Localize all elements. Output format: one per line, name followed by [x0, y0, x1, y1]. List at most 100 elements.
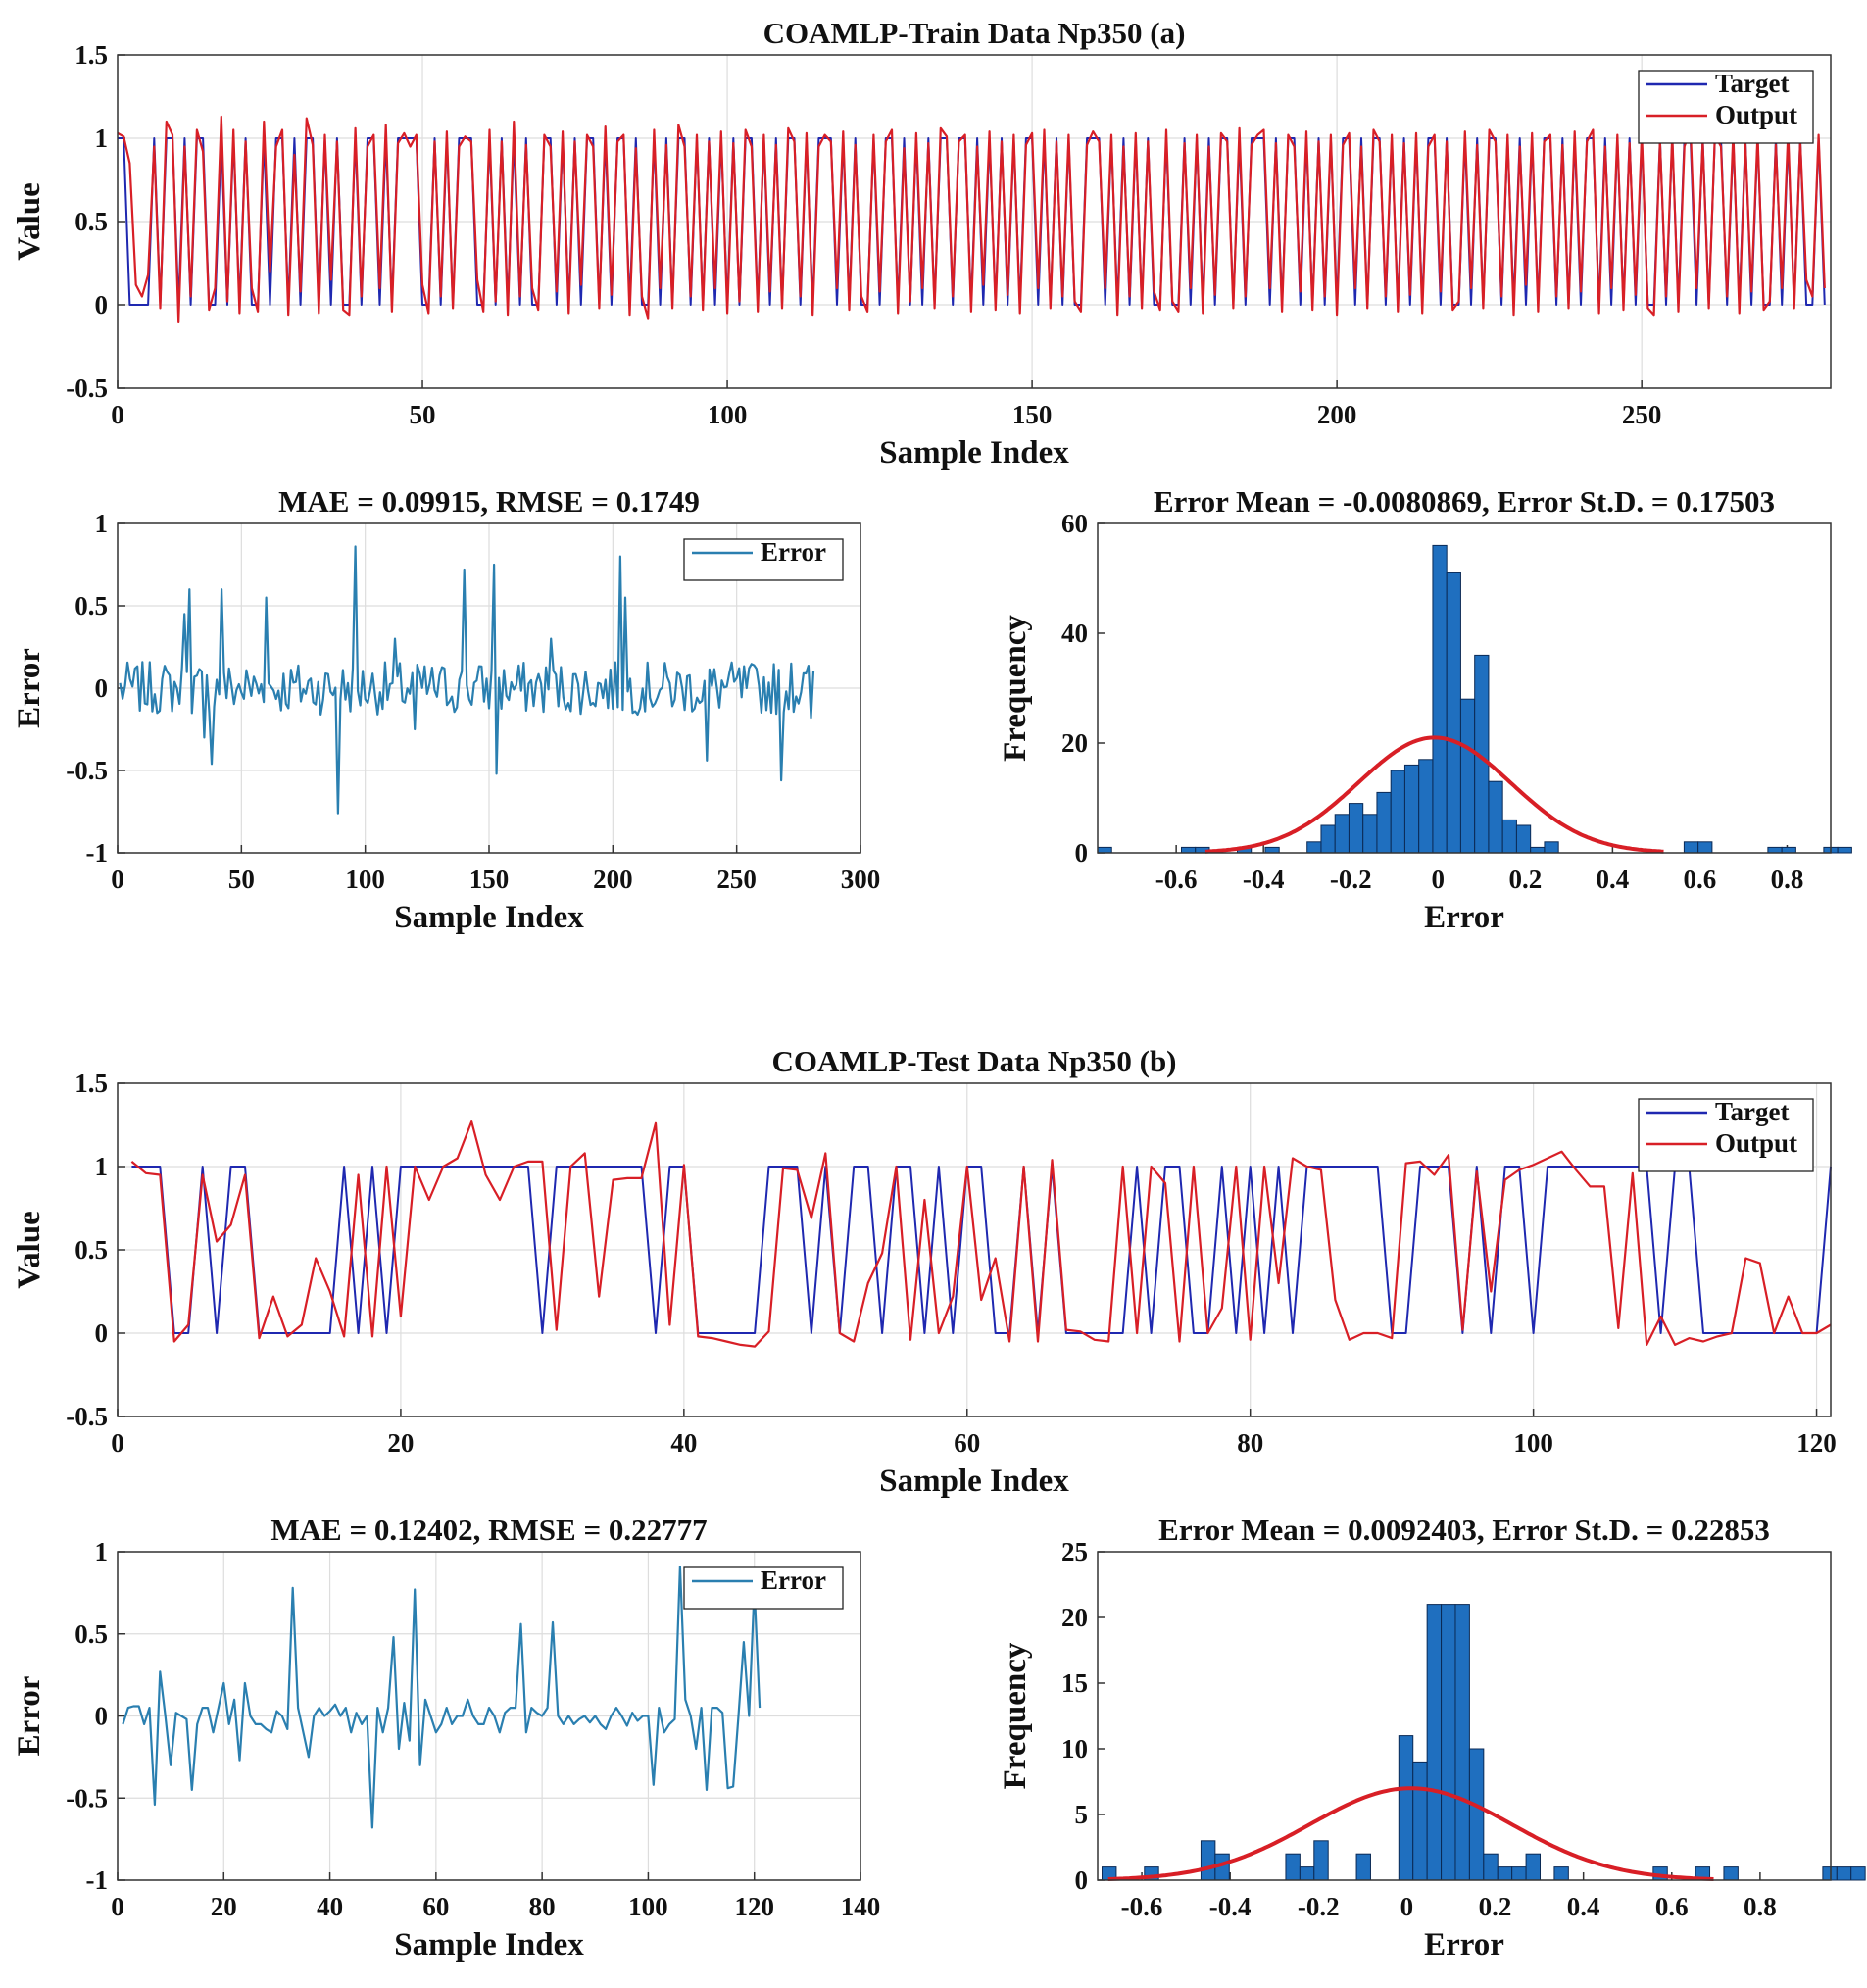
x-tick-label: 300	[841, 865, 881, 894]
histogram-bar	[1525, 1853, 1542, 1881]
histogram-bar	[1334, 814, 1350, 854]
x-tick-label: 0	[111, 865, 124, 894]
x-tick-label: -0.4	[1209, 1892, 1252, 1921]
histogram-bar	[1441, 1604, 1456, 1881]
legend-label-target: Target	[1715, 69, 1790, 98]
y-tick-label: 1	[95, 124, 109, 153]
x-tick-label: 0	[111, 1428, 124, 1458]
chart-title: MAE = 0.09915, RMSE = 0.1749	[278, 484, 700, 519]
x-tick-label: 20	[387, 1428, 414, 1458]
legend-label-target: Target	[1715, 1097, 1790, 1126]
x-tick-label: 0	[111, 1892, 124, 1921]
x-tick-label: 200	[593, 865, 633, 894]
x-tick-label: 0.8	[1771, 865, 1804, 894]
y-tick-label: 0.5	[74, 1235, 108, 1265]
x-tick-label: 0.4	[1597, 865, 1630, 894]
x-tick-label: 140	[841, 1892, 881, 1921]
histogram-bar	[1320, 824, 1336, 854]
x-tick-label: 0	[1400, 1892, 1414, 1921]
y-axis-label: Frequency	[998, 615, 1033, 762]
histogram-bar	[1515, 824, 1532, 854]
histogram-bar	[1313, 1840, 1329, 1881]
y-tick-label: 25	[1061, 1537, 1088, 1566]
histogram-bar	[1412, 1761, 1428, 1881]
legend-box	[683, 538, 844, 581]
plot-frame	[1097, 522, 1832, 854]
chart-title: COAMLP-Train Data Np350 (a)	[763, 16, 1186, 50]
plot-frame	[1097, 1551, 1832, 1881]
histogram-bar	[1544, 841, 1559, 854]
x-tick-label: 250	[716, 865, 757, 894]
x-tick-label: 120	[734, 1892, 774, 1921]
x-axis-label: Sample Index	[394, 900, 584, 935]
x-tick-label: 0.4	[1567, 1892, 1600, 1921]
histogram-bar	[1836, 1866, 1852, 1881]
x-tick-label: 0	[111, 400, 124, 429]
x-tick-label: 0	[1432, 865, 1446, 894]
histogram-bar	[1403, 764, 1420, 854]
train_series-panel: 0 50 100 150 200 250-0.500.511.5COAMLP-Train …	[12, 16, 1832, 471]
histogram-bar	[1097, 846, 1112, 854]
y-tick-label: -1	[86, 838, 109, 868]
x-tick-label: 200	[1317, 400, 1357, 429]
histogram-bar	[1454, 1604, 1470, 1881]
plot-frame	[117, 1551, 861, 1881]
x-tick-label: -0.2	[1330, 865, 1372, 894]
y-tick-label: -0.5	[66, 1402, 108, 1431]
error-line	[122, 1566, 762, 1829]
x-tick-label: -0.6	[1121, 1892, 1163, 1921]
x-tick-label: 120	[1796, 1428, 1837, 1458]
series-line-output	[130, 1120, 1832, 1348]
chart-title: MAE = 0.12402, RMSE = 0.22777	[270, 1513, 707, 1547]
y-axis-label: Frequency	[998, 1642, 1033, 1789]
x-tick-label: 250	[1622, 400, 1662, 429]
chart-title: COAMLP-Test Data Np350 (b)	[771, 1044, 1176, 1078]
histogram-bar	[1488, 780, 1503, 854]
histogram-bar	[1822, 1866, 1838, 1881]
plot-frame	[117, 522, 861, 854]
y-tick-label: 0.5	[74, 1619, 108, 1649]
y-tick-label: 0	[95, 290, 109, 320]
y-tick-label: 0	[95, 1318, 109, 1348]
normal-fit-curve	[1107, 1786, 1714, 1881]
histogram-bar	[1355, 1853, 1371, 1881]
histogram-bar	[1837, 846, 1852, 854]
y-tick-label: 1	[95, 1537, 109, 1566]
plot-frame	[117, 1082, 1832, 1417]
histogram-bar	[1418, 759, 1434, 854]
series-line-output	[117, 115, 1826, 323]
histogram-bar	[1530, 846, 1546, 854]
x-axis-label: Error	[1424, 1927, 1504, 1963]
y-tick-label: -0.5	[66, 756, 108, 785]
x-tick-label: 0.6	[1684, 865, 1717, 894]
y-tick-label: 0.5	[74, 207, 108, 236]
x-tick-label: 80	[1237, 1428, 1263, 1458]
y-tick-label: 10	[1061, 1734, 1088, 1764]
histogram-bar	[1348, 803, 1364, 854]
x-tick-label: 40	[317, 1892, 343, 1921]
x-tick-label: 80	[529, 1892, 556, 1921]
y-tick-label: 60	[1061, 509, 1088, 538]
x-tick-label: 60	[954, 1428, 980, 1458]
legend-label-output: Output	[1715, 100, 1797, 129]
x-tick-label: 100	[628, 1892, 668, 1921]
x-tick-label: 0.2	[1479, 1892, 1512, 1921]
x-tick-label: -0.6	[1155, 865, 1198, 894]
x-tick-label: 100	[345, 865, 385, 894]
x-tick-label: 60	[422, 1892, 449, 1921]
histogram-bar	[1426, 1604, 1443, 1881]
histogram-bar	[1497, 1866, 1513, 1881]
histogram-bar	[1553, 1866, 1569, 1881]
x-tick-label: -0.4	[1243, 865, 1285, 894]
histogram-bar	[1459, 698, 1476, 854]
x-tick-label: 40	[670, 1428, 697, 1458]
histogram-bar	[1468, 1748, 1485, 1881]
error-line	[119, 545, 815, 815]
chart-title: Error Mean = -0.0080869, Error St.D. = 0…	[1154, 484, 1775, 519]
y-axis-label: Value	[12, 1211, 47, 1288]
test_hist-panel: -0.6 -0.4 -0.2 0 0.2 0.4 0.6 0.8 0 5 10 15 20 25 Error…	[998, 1513, 1866, 1963]
x-tick-label: 150	[1012, 400, 1053, 429]
y-axis-label: Value	[12, 182, 47, 260]
histogram-bar	[1483, 1853, 1499, 1881]
histogram-bar	[1683, 841, 1699, 854]
